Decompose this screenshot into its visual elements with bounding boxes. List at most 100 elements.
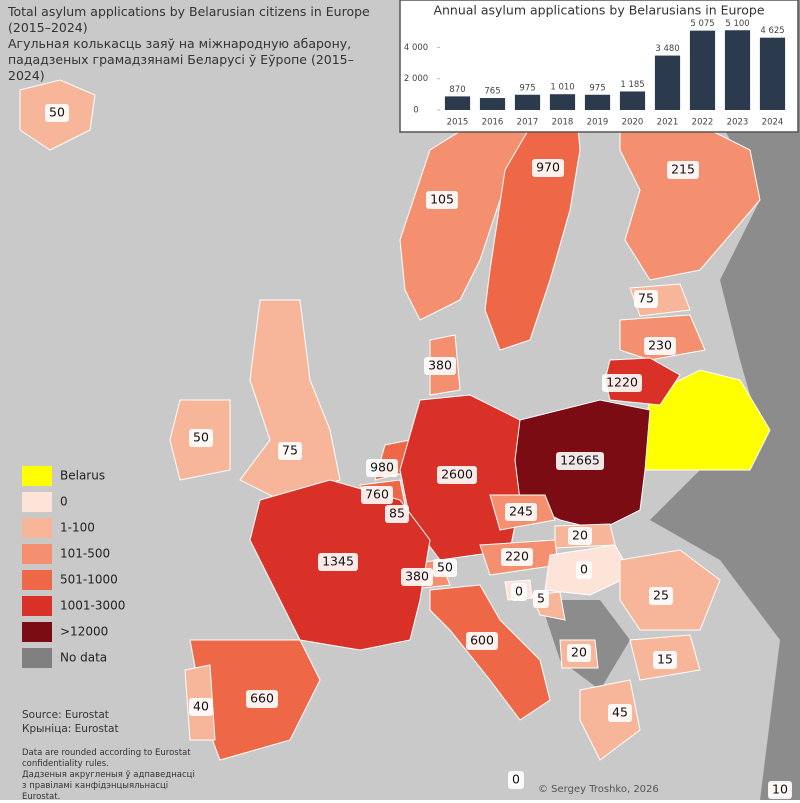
x-tick-label: 2018 <box>552 118 574 128</box>
bar <box>759 37 786 110</box>
bar <box>514 94 541 110</box>
credit: © Sergey Troshko, 2026 <box>538 784 659 795</box>
value-label: 4 625 <box>760 26 784 36</box>
value-label: 1 185 <box>620 80 644 90</box>
label-box <box>501 548 533 566</box>
label-box <box>385 505 409 523</box>
label-box <box>278 442 302 460</box>
note-by: Дадзеныя акругленыя ў адпаведнасці з пра… <box>22 770 195 802</box>
label-box <box>45 104 69 122</box>
region-value: 25 <box>653 588 669 603</box>
label-box <box>366 459 398 477</box>
source-by: Крыніца: Eurostat <box>22 723 119 735</box>
value-label: 3 480 <box>655 44 679 54</box>
label-box <box>246 690 278 708</box>
region-value: 50 <box>193 430 209 445</box>
x-tick-label: 2024 <box>762 118 784 128</box>
label-box <box>567 644 591 662</box>
region-value: 0 <box>512 772 520 787</box>
legend-label: Belarus <box>60 469 105 483</box>
x-tick-label: 2021 <box>657 118 679 128</box>
label-box <box>511 583 527 601</box>
label-box <box>433 559 457 577</box>
region-value: 75 <box>282 443 298 458</box>
region-value: 760 <box>365 487 389 502</box>
label-box <box>424 357 456 375</box>
value-label: 870 <box>449 85 465 95</box>
region-value: 660 <box>250 691 274 706</box>
bar <box>479 98 506 110</box>
region-value: 50 <box>49 105 65 120</box>
y-tick-label: 2 000 <box>404 74 428 84</box>
bar <box>724 30 751 110</box>
label-box <box>644 337 676 355</box>
value-label: 765 <box>484 87 500 97</box>
region-value: 15 <box>657 652 673 667</box>
label-box <box>466 632 498 650</box>
label-box <box>361 486 393 504</box>
x-tick-label: 2017 <box>517 118 539 128</box>
region-value: 50 <box>437 560 453 575</box>
note-en: Data are rounded according to Eurostat c… <box>22 748 191 769</box>
legend-swatch <box>22 596 52 616</box>
legend-swatch <box>22 648 52 668</box>
region-value: 380 <box>405 569 429 584</box>
legend-label: 1001-3000 <box>60 599 125 613</box>
label-box <box>768 781 792 799</box>
note: Data are rounded according to Eurostat c… <box>22 748 202 803</box>
label-box <box>649 587 673 605</box>
region-value: 1220 <box>606 375 638 390</box>
region-value: 980 <box>370 460 394 475</box>
legend-label: 0 <box>60 495 68 509</box>
region-value: 20 <box>572 528 588 543</box>
label-box <box>189 429 213 447</box>
source-en: Source: Eurostat <box>22 709 109 721</box>
region-value: 1345 <box>322 554 354 569</box>
label-box <box>189 698 213 716</box>
legend-label: 501-1000 <box>60 573 118 587</box>
legend-label: >12000 <box>60 625 108 639</box>
value-label: 975 <box>589 83 605 93</box>
legend-swatch <box>22 518 52 538</box>
legend-swatch <box>22 466 52 486</box>
value-label: 975 <box>519 83 535 93</box>
region-value: 5 <box>537 591 545 606</box>
label-box <box>401 568 433 586</box>
legend-swatch <box>22 622 52 642</box>
label-box <box>556 452 604 470</box>
region-value: 20 <box>571 645 587 660</box>
x-tick-label: 2020 <box>622 118 644 128</box>
label-box <box>568 527 592 545</box>
legend-swatch <box>22 492 52 512</box>
region <box>239 299 341 501</box>
bar <box>584 94 611 110</box>
source: Source: Eurostat Крыніца: Eurostat <box>22 708 119 736</box>
bar <box>654 55 681 110</box>
region-value: 10 <box>772 782 788 797</box>
x-tick-label: 2015 <box>447 118 469 128</box>
subtitle: Агульная колькасць заяў на міжнародную а… <box>8 36 354 83</box>
label-box <box>602 374 642 392</box>
legend-swatch <box>22 544 52 564</box>
region-value: 105 <box>430 192 454 207</box>
region-value: 220 <box>505 549 529 564</box>
legend-label: No data <box>60 651 107 665</box>
region-value: 40 <box>193 699 209 714</box>
region-value: 2600 <box>441 467 473 482</box>
region <box>429 584 551 721</box>
bar <box>619 91 646 110</box>
bar <box>444 96 471 110</box>
region-value: 215 <box>671 162 695 177</box>
y-tick-label: 0 <box>413 106 418 116</box>
value-label: 1 010 <box>550 83 574 93</box>
title: Total asylum applications by Belarusian … <box>8 4 370 35</box>
legend-label: 101-500 <box>60 547 110 561</box>
region-value: 75 <box>638 291 654 306</box>
label-box <box>437 466 477 484</box>
x-tick-label: 2016 <box>482 118 504 128</box>
label-box <box>576 561 592 579</box>
label-box <box>653 651 677 669</box>
bar <box>549 94 576 110</box>
label-box <box>533 590 549 608</box>
